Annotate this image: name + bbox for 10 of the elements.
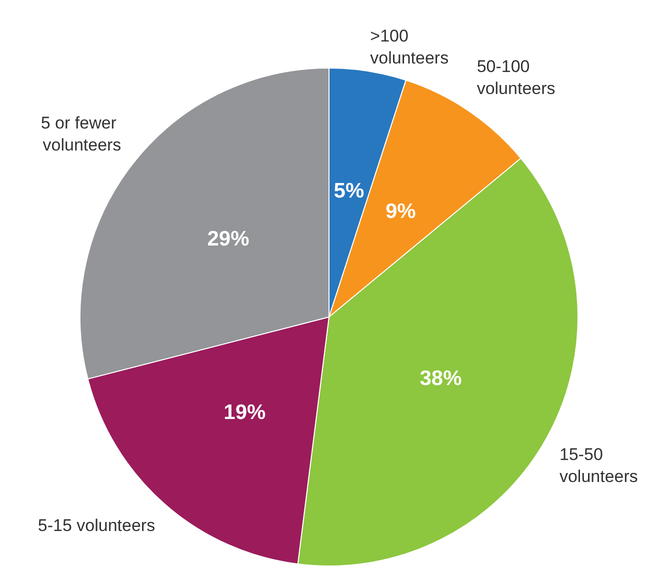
data-label: 38% [420,366,462,390]
slice-label: >100 volunteers [370,26,449,68]
slice-label: 50-100 volunteers [476,56,556,98]
data-label: 9% [385,200,416,224]
data-label: 29% [207,227,250,250]
data-label: 5% [334,180,364,203]
data-label: 19% [224,401,266,424]
slice-label: 5 or fewer volunteers [40,113,122,154]
slice-label: 15-50 volunteers [559,445,638,486]
slice-label: 5-15 volunteers [38,516,156,535]
